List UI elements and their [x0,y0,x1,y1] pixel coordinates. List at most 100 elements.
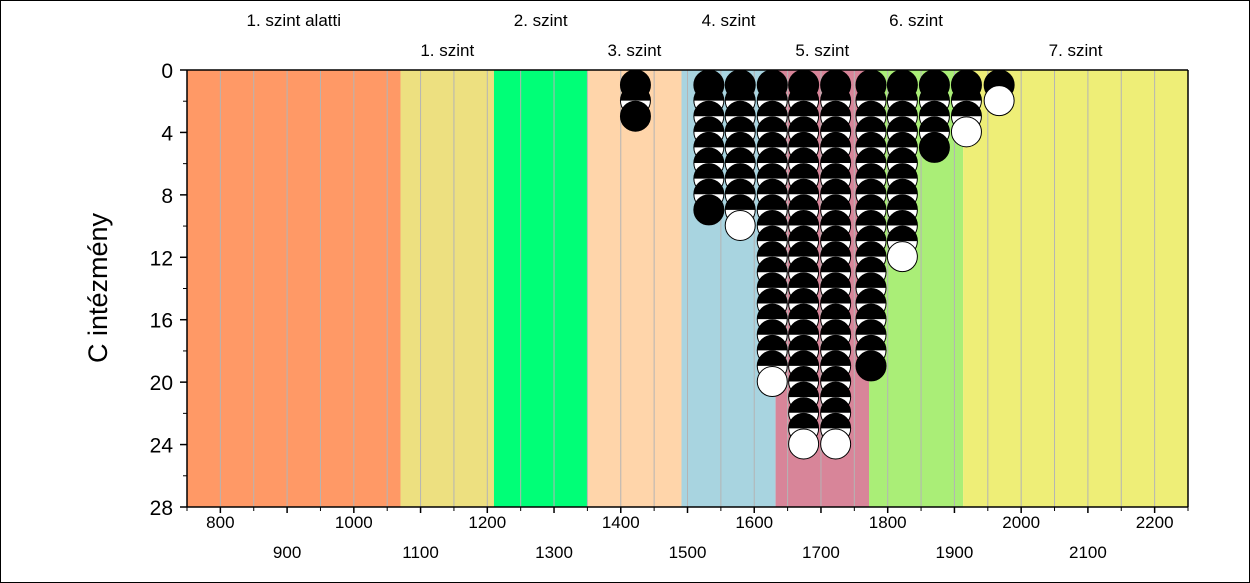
marker-half-top [887,163,918,179]
marker-half-top [725,194,756,210]
y-tick-label: 24 [150,435,174,458]
marker-half-top [693,148,724,164]
marker-half-top [856,226,887,242]
marker-half-top [820,226,851,242]
marker-half-top [788,272,819,288]
marker-half-top [725,101,756,117]
marker-half-top [887,194,918,210]
data-markers [619,69,1015,460]
marker-half-top [788,210,819,226]
marker-half-top [788,319,819,335]
marker-half-top [693,101,724,117]
marker-white [950,116,982,148]
band-label: 6. szint [889,11,943,30]
y-axis-title: C intézmény [83,212,113,363]
marker-half-top [757,257,788,273]
marker-half-top [887,148,918,164]
y-tick-label: 16 [150,310,173,333]
marker-half-top [887,132,918,148]
band-1 [400,70,494,507]
marker-half-top [788,257,819,273]
marker-half-top [887,179,918,195]
band-3 [587,70,682,507]
y-tick-label: 4 [161,122,173,145]
marker-half-top [788,179,819,195]
marker-half-top [693,85,724,101]
band-label: 4. szint [702,11,756,30]
x-tick-label: 1800 [869,513,907,532]
marker-half-top [820,304,851,320]
y-tick-label: 8 [161,185,173,208]
x-tick-label: 2100 [1069,543,1107,562]
marker-half-top [757,350,788,366]
x-tick-label: 2000 [1002,513,1040,532]
marker-half-top [788,101,819,117]
marker-half-top [856,319,887,335]
marker-half-top [788,148,819,164]
marker-half-top [820,85,851,101]
marker-half-top [788,288,819,304]
y-tick-label: 28 [150,497,173,520]
marker-half-top [856,148,887,164]
x-tick-label: 1700 [802,543,840,562]
marker-half-top [951,101,982,117]
marker-half-top [757,148,788,164]
marker-half-top [951,85,982,101]
marker-half-top [919,85,950,101]
marker-half-top [788,350,819,366]
marker-half-top [693,116,724,132]
marker-half-top [788,194,819,210]
marker-half-top [820,132,851,148]
marker-half-top [757,194,788,210]
x-tick-label: 1900 [936,543,974,562]
x-tick-label: 1600 [735,513,773,532]
x-tick-label: 800 [206,513,234,532]
marker-half-top [757,101,788,117]
marker-half-top [757,272,788,288]
marker-half-top [757,288,788,304]
marker-half-top [887,101,918,117]
band-2 [493,70,588,507]
marker-half-top [856,272,887,288]
level-labels: 1. szint alatti 1. szint 2. szint 3. szint 4… [247,11,1103,60]
band-label: 7. szint [1049,41,1103,60]
x-tick-label: 1500 [669,543,707,562]
band-0 [187,70,401,507]
y-tick-label: 20 [150,372,173,395]
marker-half-top [693,132,724,148]
marker-half-top [757,132,788,148]
marker-half-top [788,335,819,351]
marker-half-top [820,163,851,179]
marker-white [788,428,820,460]
marker-black [855,350,887,382]
marker-black [693,194,725,226]
marker-half-top [757,85,788,101]
marker-half-top [757,210,788,226]
marker-half-top [725,179,756,195]
band-label: 1. szint [420,41,474,60]
marker-half-top [820,382,851,398]
marker-half-top [856,101,887,117]
marker-half-top [788,382,819,398]
marker-half-top [757,304,788,320]
marker-half-top [820,413,851,429]
marker-half-top [788,304,819,320]
marker-half-top [856,132,887,148]
marker-half-top [856,179,887,195]
marker-half-top [820,116,851,132]
marker-half-top [820,210,851,226]
x-tick-label: 1300 [535,543,573,562]
marker-half-top [887,116,918,132]
marker-white [983,85,1015,117]
marker-half-top [856,163,887,179]
marker-half-top [820,257,851,273]
marker-half-top [820,335,851,351]
marker-half-top [757,335,788,351]
marker-half-top [887,210,918,226]
x-tick-label: 2200 [1136,513,1174,532]
band-7 [963,70,1188,507]
marker-white [820,428,852,460]
x-tick-label: 900 [273,543,301,562]
marker-half-top [757,116,788,132]
